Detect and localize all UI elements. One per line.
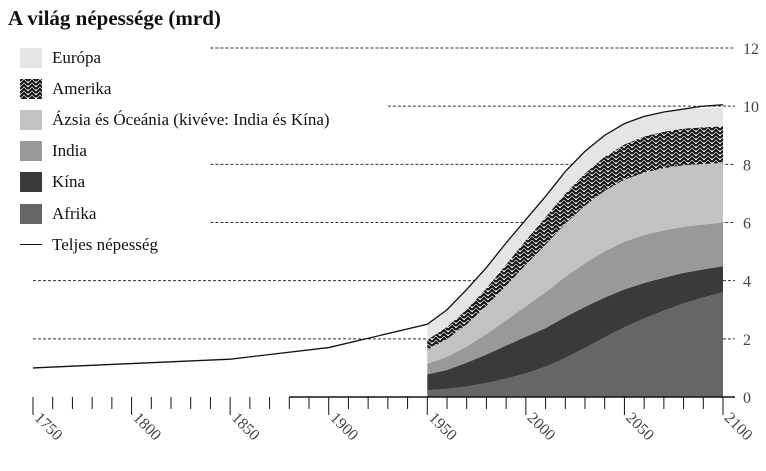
legend-swatch-afrika: [20, 203, 42, 224]
legend-label: Amerika: [52, 78, 112, 98]
legend-label: Kína: [52, 172, 86, 192]
legend-item-kina: Kína: [20, 167, 330, 198]
x-tick-label-1950: 1950: [425, 409, 460, 444]
x-tick-label-1750: 1750: [31, 409, 66, 444]
x-tick-label-2050: 2050: [622, 409, 657, 444]
x-tick-label-2000: 2000: [524, 409, 559, 444]
legend-label: Teljes népesség: [52, 234, 158, 254]
legend-item-india: India: [20, 136, 330, 167]
legend-item-azsia-es-oceania-kiveve-india-es-kina: Ázsia és Óceánia (kivéve: India és Kína): [20, 104, 330, 135]
legend-item-europa: Európa: [20, 42, 330, 73]
y-tick-label-2: 2: [743, 332, 751, 349]
legend-swatch-europa: [20, 47, 42, 68]
y-tick-label-8: 8: [743, 157, 751, 174]
area-kina: [427, 266, 723, 391]
legend-item-afrika: Afrika: [20, 198, 330, 229]
legend-label: Európa: [52, 47, 102, 67]
y-tick-label-6: 6: [743, 216, 751, 233]
series-line-teljes-nepesseg: [32, 104, 724, 369]
area-amerika: [427, 126, 723, 350]
area-layer: [427, 107, 723, 397]
legend-swatch-teljes-nepesseg: [20, 244, 42, 246]
legend-label: Ázsia és Óceánia (kivéve: India és Kína): [52, 109, 330, 129]
y-tick-label-0: 0: [743, 390, 751, 407]
chart-title: A világ népessége (mrd): [8, 6, 221, 30]
legend-swatch-india: [20, 141, 42, 162]
x-tick-label-1800: 1800: [129, 409, 164, 444]
y-tick-label-10: 10: [743, 99, 759, 116]
legend-item-amerika: Amerika: [20, 73, 330, 104]
y-tick-label-12: 12: [743, 41, 759, 58]
area-europa: [427, 107, 723, 340]
legend-item-teljes-nepesseg: Teljes népesség: [20, 229, 330, 260]
area-azsia-es-oceania-kiveve-india-es-kina: [427, 162, 723, 364]
x-tick-label-1850: 1850: [228, 409, 263, 444]
legend-swatch-amerika: [20, 78, 42, 99]
x-tick-label-1900: 1900: [327, 409, 362, 444]
legend: Európa Amerika Ázsia és Óceánia (kivéve: I…: [20, 42, 330, 260]
area-afrika: [427, 292, 723, 397]
legend-swatch-kina: [20, 172, 42, 193]
area-india: [427, 222, 723, 375]
line-layer: [32, 104, 724, 369]
legend-label: India: [52, 141, 87, 161]
x-tick-label-2100: 2100: [721, 409, 756, 444]
y-tick-label-4: 4: [743, 274, 751, 291]
legend-swatch-azsia-es-oceania-kiveve-india-es-kina: [20, 109, 42, 130]
legend-label: Afrika: [52, 203, 97, 223]
